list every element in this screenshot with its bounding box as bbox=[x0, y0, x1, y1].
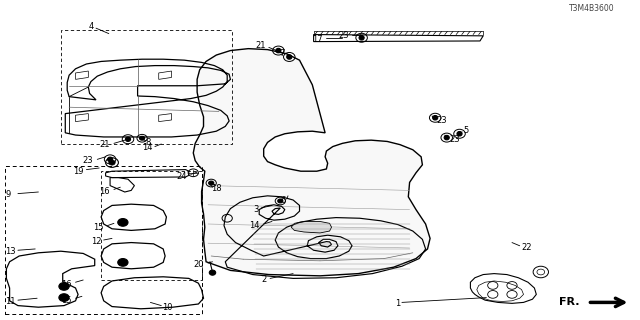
Text: 22: 22 bbox=[522, 243, 532, 252]
Text: 21: 21 bbox=[100, 140, 110, 149]
Text: 5: 5 bbox=[463, 126, 468, 135]
Text: 10: 10 bbox=[163, 303, 173, 312]
Text: 19: 19 bbox=[73, 167, 83, 176]
Text: 17: 17 bbox=[312, 35, 323, 44]
Text: 23: 23 bbox=[449, 135, 460, 144]
Ellipse shape bbox=[287, 55, 292, 59]
Text: 16: 16 bbox=[61, 280, 72, 289]
Text: 24: 24 bbox=[177, 172, 187, 180]
Polygon shape bbox=[291, 221, 332, 233]
Text: 21: 21 bbox=[255, 41, 266, 50]
Text: 4: 4 bbox=[88, 22, 93, 31]
Text: 14: 14 bbox=[142, 143, 152, 152]
Ellipse shape bbox=[433, 116, 438, 120]
Text: 16: 16 bbox=[99, 187, 110, 196]
Text: 23: 23 bbox=[436, 116, 447, 124]
Text: 20: 20 bbox=[193, 260, 204, 269]
Ellipse shape bbox=[108, 157, 113, 162]
Bar bbox=[61, 30, 232, 144]
Text: 23: 23 bbox=[338, 31, 349, 40]
Text: 6: 6 bbox=[280, 196, 285, 205]
Ellipse shape bbox=[118, 219, 128, 226]
Text: 23: 23 bbox=[82, 156, 93, 165]
Ellipse shape bbox=[209, 270, 216, 275]
Ellipse shape bbox=[457, 132, 462, 136]
Text: 2: 2 bbox=[261, 276, 266, 284]
Text: T3M4B3600: T3M4B3600 bbox=[569, 4, 614, 13]
Text: 3: 3 bbox=[253, 205, 259, 214]
Ellipse shape bbox=[59, 294, 69, 301]
Text: 7: 7 bbox=[279, 49, 284, 58]
Text: 14: 14 bbox=[249, 221, 259, 230]
Ellipse shape bbox=[276, 48, 281, 53]
Ellipse shape bbox=[209, 181, 214, 185]
Text: 15: 15 bbox=[93, 223, 104, 232]
Ellipse shape bbox=[118, 259, 128, 266]
Text: 11: 11 bbox=[5, 297, 15, 306]
Text: 1: 1 bbox=[396, 300, 401, 308]
Text: 9: 9 bbox=[5, 190, 10, 199]
Ellipse shape bbox=[140, 136, 145, 140]
Ellipse shape bbox=[59, 283, 69, 290]
Ellipse shape bbox=[359, 36, 364, 40]
Ellipse shape bbox=[125, 137, 131, 141]
Bar bbox=[5, 166, 202, 314]
Bar bbox=[101, 171, 202, 280]
Text: 8: 8 bbox=[146, 138, 151, 147]
Text: 18: 18 bbox=[211, 184, 221, 193]
Text: 13: 13 bbox=[5, 247, 16, 256]
Text: 15: 15 bbox=[61, 296, 72, 305]
Ellipse shape bbox=[444, 135, 449, 140]
Text: FR.: FR. bbox=[559, 297, 579, 308]
Ellipse shape bbox=[109, 160, 115, 165]
Text: 12: 12 bbox=[91, 237, 101, 246]
Polygon shape bbox=[193, 49, 430, 276]
Ellipse shape bbox=[278, 199, 283, 203]
